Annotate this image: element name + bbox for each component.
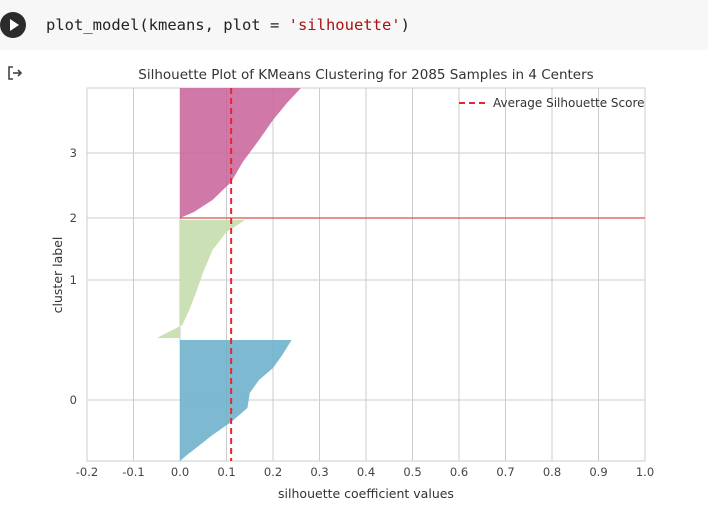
plot-border [86, 87, 646, 462]
x-tick-label: -0.2 [76, 465, 98, 479]
x-tick-label: 0.8 [543, 465, 561, 479]
y-tick-label: 1 [70, 273, 77, 287]
legend-label: Average Silhouette Score [493, 96, 645, 110]
x-tick-label: 0.3 [310, 465, 328, 479]
y-tick-label: 3 [70, 146, 77, 160]
output-redirect-icon[interactable] [6, 64, 24, 82]
play-icon [10, 19, 19, 31]
x-tick-label: 0.9 [589, 465, 607, 479]
run-cell-button[interactable] [0, 12, 26, 38]
x-tick-label: -0.1 [122, 465, 144, 479]
x-axis-label: silhouette coefficient values [278, 486, 454, 501]
cluster-0-silhouette [180, 340, 292, 461]
code-cell[interactable]: plot_model(kmeans, plot = 'silhouette') [0, 0, 708, 50]
cluster-3-silhouette [180, 88, 301, 218]
code-line[interactable]: plot_model(kmeans, plot = 'silhouette') [46, 12, 410, 38]
x-tick-label: 0.1 [217, 465, 235, 479]
tick-layer: -0.2 -0.1 0.0 0.1 0.2 0.3 0.4 0.5 0.6 0.7 0.8 0.9 1.… [70, 146, 654, 479]
y-tick-label: 0 [70, 393, 77, 407]
code-prefix: plot_model(kmeans, plot = [46, 16, 289, 34]
legend: Average Silhouette Score [459, 96, 645, 110]
x-tick-label: 1.0 [636, 465, 654, 479]
x-tick-label: 0.0 [171, 465, 189, 479]
chart-title: Silhouette Plot of KMeans Clustering for… [138, 67, 593, 83]
x-tick-label: 0.7 [496, 465, 514, 479]
cluster-1-silhouette [156, 220, 246, 338]
y-tick-label: 2 [70, 211, 77, 225]
x-tick-label: 0.6 [450, 465, 468, 479]
x-tick-label: 0.2 [264, 465, 282, 479]
x-tick-label: 0.5 [403, 465, 421, 479]
x-tick-label: 0.4 [357, 465, 375, 479]
line-layer [180, 88, 645, 461]
y-axis-label: cluster label [50, 237, 65, 314]
cluster-layer [156, 88, 301, 461]
grid-layer [86, 87, 646, 462]
code-suffix: ) [400, 16, 410, 34]
code-string: 'silhouette' [288, 16, 401, 34]
